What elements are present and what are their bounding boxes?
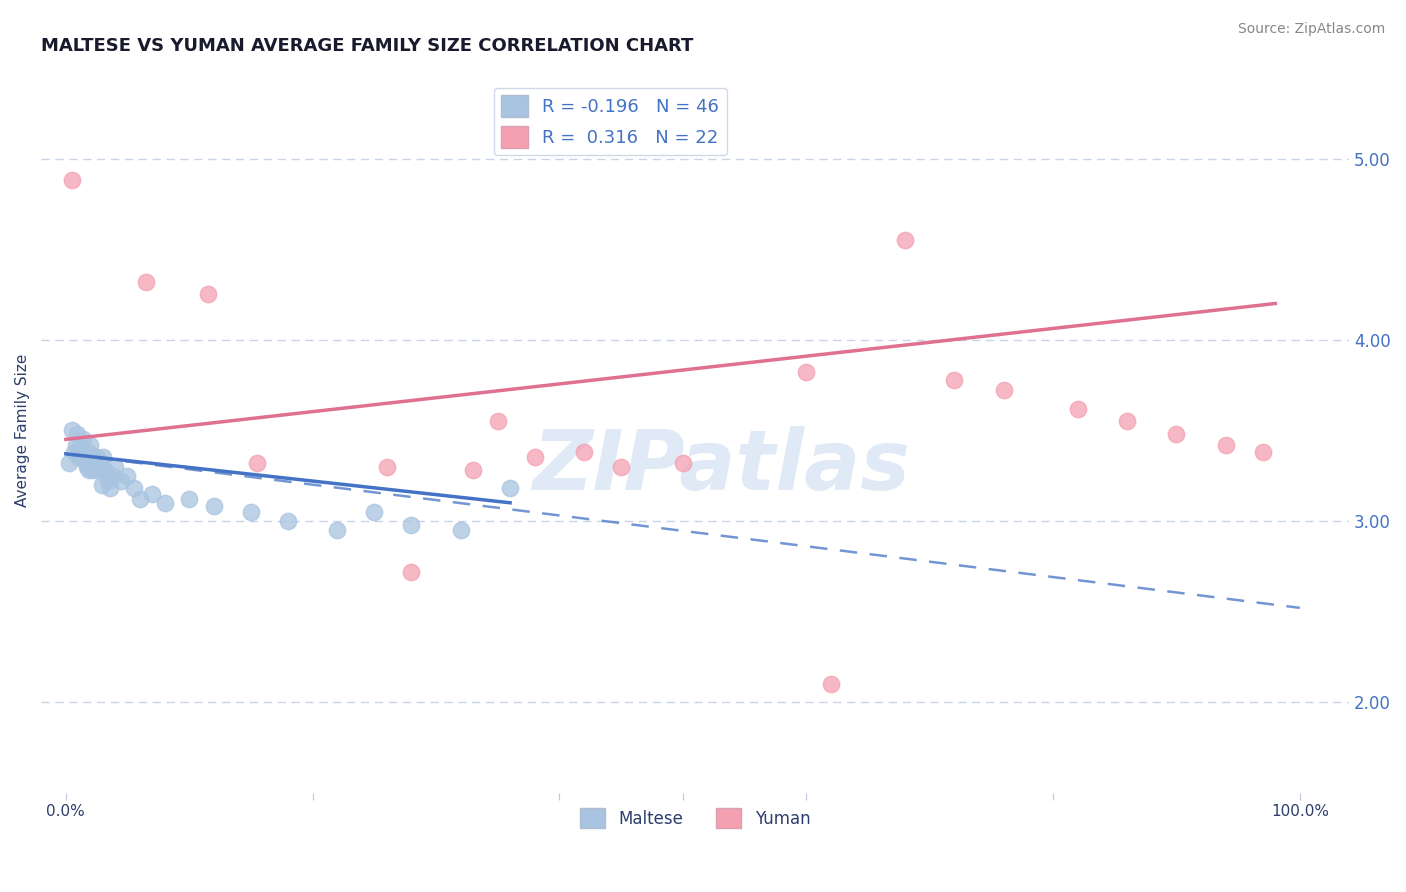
Point xyxy=(179,492,201,507)
Point xyxy=(77,445,100,459)
Point xyxy=(69,445,91,459)
Point xyxy=(67,450,90,465)
Point xyxy=(401,565,423,579)
Point xyxy=(72,433,94,447)
Point xyxy=(363,505,385,519)
Y-axis label: Average Family Size: Average Family Size xyxy=(15,353,30,507)
Point xyxy=(97,474,120,488)
Point xyxy=(202,500,225,514)
Point xyxy=(98,481,121,495)
Point xyxy=(794,365,817,379)
Point xyxy=(153,496,176,510)
Point xyxy=(1166,426,1188,441)
Point xyxy=(461,463,484,477)
Legend: Maltese, Yuman: Maltese, Yuman xyxy=(574,801,817,835)
Point xyxy=(94,463,117,477)
Point xyxy=(239,505,262,519)
Point xyxy=(58,456,80,470)
Point xyxy=(1251,445,1274,459)
Text: ZIPatlas: ZIPatlas xyxy=(533,426,910,507)
Point xyxy=(75,456,97,470)
Text: MALTESE VS YUMAN AVERAGE FAMILY SIZE CORRELATION CHART: MALTESE VS YUMAN AVERAGE FAMILY SIZE COR… xyxy=(41,37,693,55)
Point xyxy=(87,463,110,477)
Point xyxy=(523,450,546,465)
Point xyxy=(610,459,633,474)
Point xyxy=(65,438,87,452)
Point xyxy=(89,456,111,470)
Point xyxy=(1215,438,1237,452)
Point xyxy=(76,459,98,474)
Point xyxy=(197,287,219,301)
Point xyxy=(84,456,107,470)
Point xyxy=(63,445,86,459)
Point xyxy=(993,384,1015,398)
Point xyxy=(672,456,695,470)
Point xyxy=(80,450,103,465)
Point xyxy=(135,275,157,289)
Point xyxy=(486,414,509,428)
Point xyxy=(79,438,101,452)
Point xyxy=(820,677,842,691)
Point xyxy=(110,474,132,488)
Text: Source: ZipAtlas.com: Source: ZipAtlas.com xyxy=(1237,22,1385,37)
Point xyxy=(277,514,299,528)
Point xyxy=(82,463,104,477)
Point xyxy=(77,463,100,477)
Point xyxy=(73,450,96,465)
Point xyxy=(943,373,966,387)
Point xyxy=(128,492,150,507)
Point xyxy=(326,523,349,537)
Point xyxy=(60,423,83,437)
Point xyxy=(60,173,83,187)
Point xyxy=(86,450,108,465)
Point xyxy=(141,486,163,500)
Point xyxy=(70,449,93,463)
Point xyxy=(246,456,269,470)
Point xyxy=(894,233,917,247)
Point xyxy=(87,459,110,474)
Point xyxy=(1067,401,1090,416)
Point xyxy=(401,517,423,532)
Point xyxy=(83,459,105,474)
Point xyxy=(450,523,472,537)
Point xyxy=(91,450,114,465)
Point xyxy=(117,468,139,483)
Point xyxy=(101,468,124,483)
Point xyxy=(1116,414,1139,428)
Point xyxy=(104,459,127,474)
Point xyxy=(375,459,398,474)
Point xyxy=(122,481,145,495)
Point xyxy=(90,477,112,491)
Point xyxy=(499,481,522,495)
Point xyxy=(66,426,89,441)
Point xyxy=(67,442,90,456)
Point xyxy=(572,445,595,459)
